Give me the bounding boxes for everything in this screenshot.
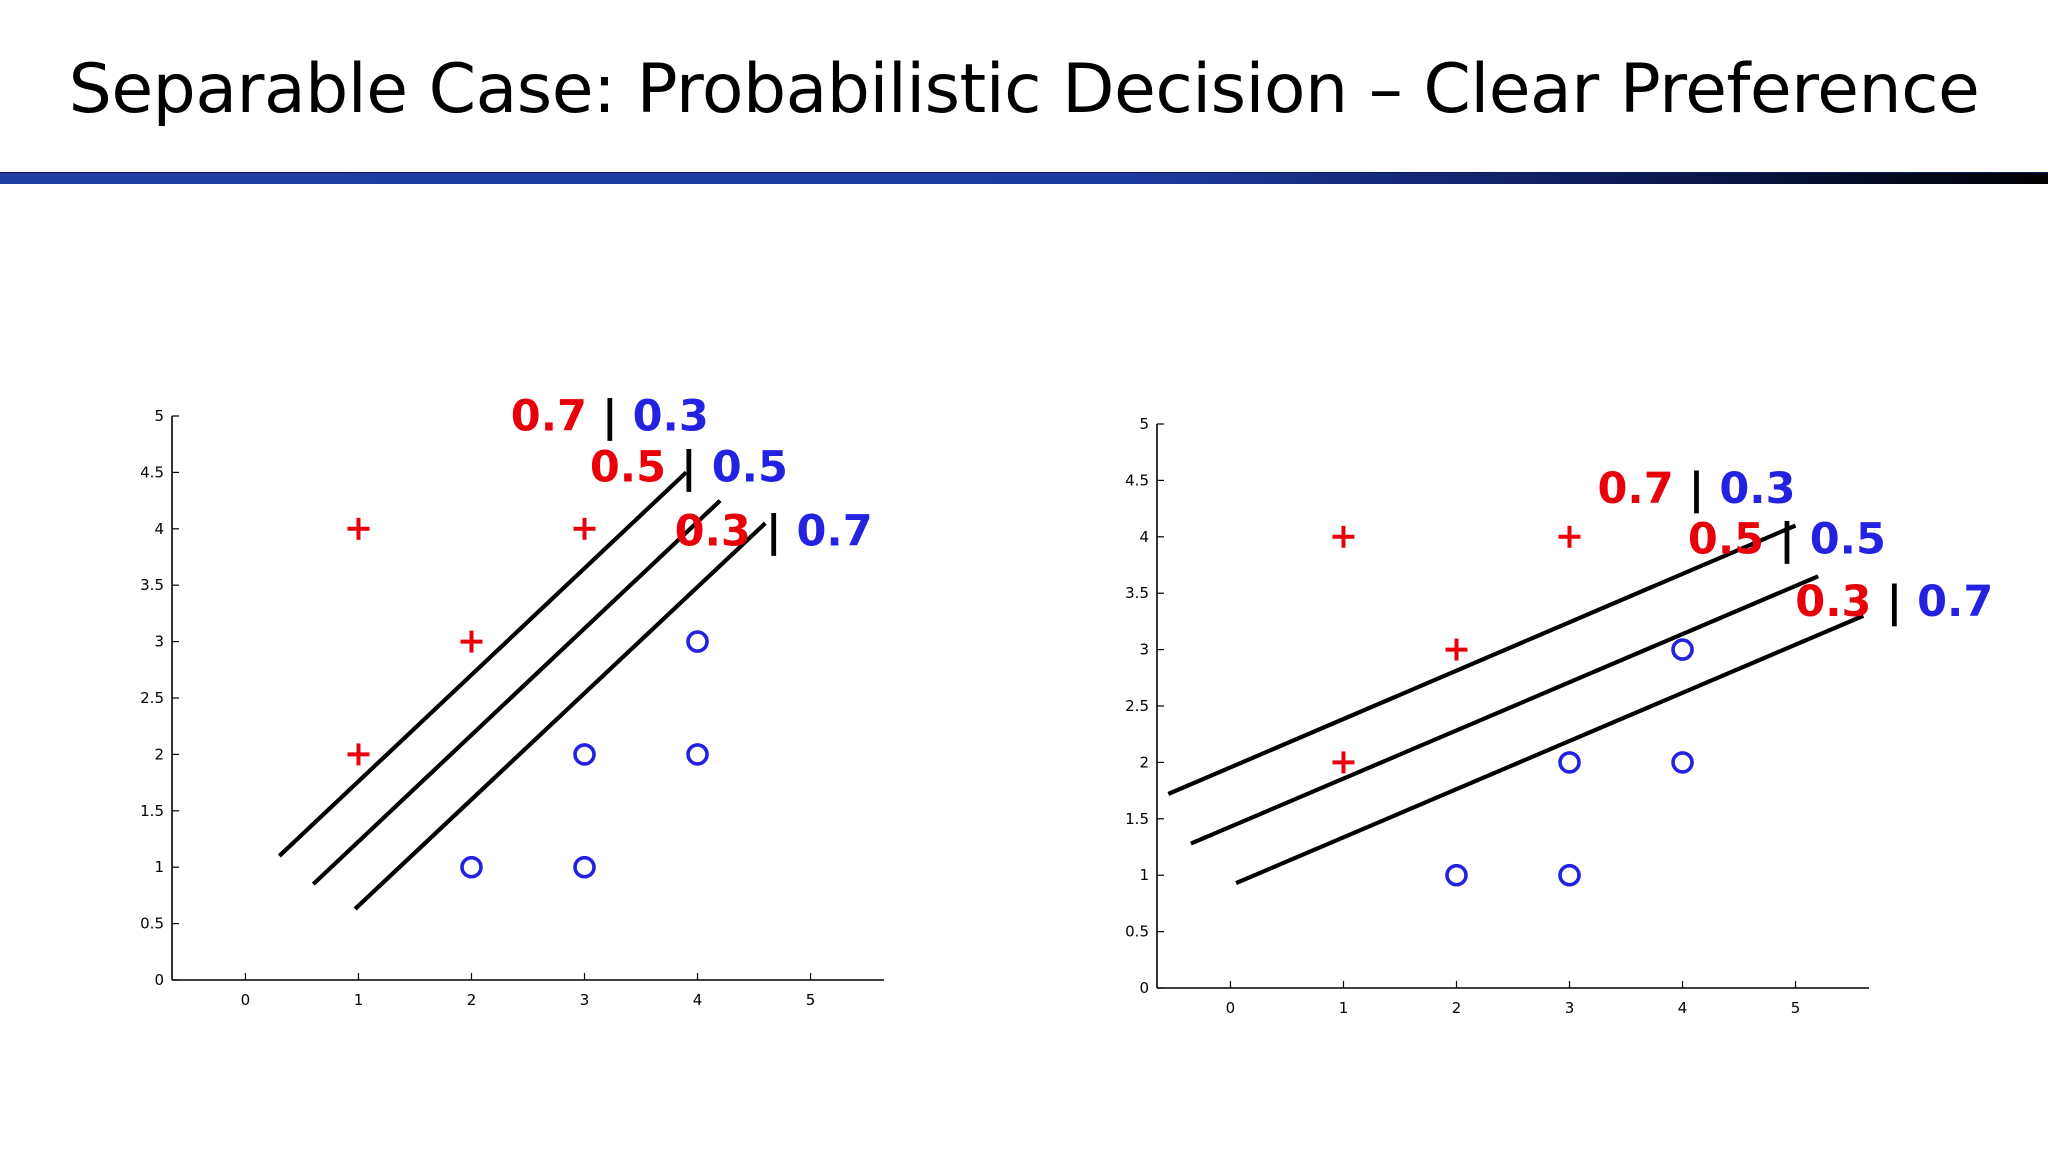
plus-marker: [1445, 638, 1468, 661]
x-tick-label: 2: [467, 991, 477, 1009]
decision-line: [1167, 523, 1797, 796]
prob-negative: 0.5: [697, 442, 788, 492]
y-tick-label: 1: [1139, 866, 1149, 884]
x-tick-label: 3: [1565, 999, 1575, 1017]
y-tick-label: 4: [154, 520, 164, 538]
x-tick-label: 4: [1678, 999, 1688, 1017]
prob-separator: |: [1674, 464, 1705, 514]
y-tick-label: 0.5: [140, 915, 164, 933]
y-tick-label: 2.5: [1125, 697, 1149, 715]
y-tick-label: 4.5: [1125, 471, 1149, 489]
probability-label: 0.5 | 0.5: [1688, 515, 1886, 565]
decision-line: [353, 521, 767, 911]
x-tick-label: 3: [580, 991, 590, 1009]
y-tick-label: 2.5: [140, 689, 164, 707]
x-tick-label: 5: [806, 991, 816, 1009]
circle-marker: [686, 743, 709, 766]
circle-marker: [460, 855, 483, 879]
prob-negative: 0.5: [1795, 515, 1886, 565]
plus-marker: [573, 517, 596, 540]
prob-separator: |: [1764, 515, 1795, 565]
y-tick-label: 3.5: [140, 576, 164, 594]
decision-line: [1190, 574, 1819, 846]
plus-marker: [460, 630, 483, 653]
x-tick-label: 0: [241, 991, 251, 1009]
prob-negative: 0.7: [1902, 577, 1993, 627]
y-tick-label: 4.5: [140, 463, 164, 481]
y-tick-label: 4: [1139, 528, 1149, 546]
prob-separator: |: [666, 442, 697, 492]
probability-label: 0.5 | 0.5: [590, 442, 788, 492]
prob-negative: 0.3: [1704, 464, 1795, 514]
y-tick-label: 3: [154, 633, 164, 651]
circle-marker: [1671, 751, 1694, 774]
prob-positive: 0.5: [1688, 515, 1764, 565]
probability-label: 0.7 | 0.3: [511, 392, 709, 442]
x-tick-label: 0: [1226, 999, 1236, 1017]
y-tick-label: 1.5: [1125, 810, 1149, 828]
circle-marker: [1558, 751, 1581, 774]
circle-marker: [573, 855, 596, 879]
y-tick-label: 5: [1139, 415, 1149, 433]
prob-negative: 0.3: [618, 392, 709, 442]
circle-marker: [686, 630, 709, 653]
y-tick-label: 3: [1139, 641, 1149, 659]
prob-positive: 0.5: [590, 442, 666, 492]
circle-marker: [573, 743, 596, 766]
y-tick-label: 1.5: [140, 802, 164, 820]
y-tick-label: 1: [154, 858, 164, 876]
plus-marker: [1332, 525, 1355, 548]
circle-marker: [1558, 863, 1581, 887]
decision-line: [1235, 613, 1865, 886]
y-tick-label: 2: [154, 745, 164, 763]
prob-positive: 0.3: [675, 507, 751, 557]
probability-label: 0.7 | 0.3: [1598, 464, 1796, 514]
plus-marker: [347, 517, 370, 540]
y-tick-label: 0.5: [1125, 923, 1149, 941]
slide-title: Separable Case: Probabilistic Decision –…: [68, 50, 1980, 129]
y-tick-label: 0: [154, 971, 164, 989]
prob-positive: 0.3: [1795, 577, 1871, 627]
prob-separator: |: [751, 507, 782, 557]
circle-marker: [1671, 638, 1694, 661]
y-tick-label: 3.5: [1125, 584, 1149, 602]
decision-line: [311, 499, 722, 886]
x-tick-label: 1: [1339, 999, 1349, 1017]
plus-marker: [1332, 751, 1355, 774]
plus-marker: [1558, 525, 1581, 548]
prob-positive: 0.7: [1598, 464, 1674, 514]
x-tick-label: 5: [1791, 999, 1801, 1017]
plus-marker: [347, 743, 370, 766]
y-tick-label: 5: [154, 407, 164, 425]
prob-positive: 0.7: [511, 392, 587, 442]
y-tick-label: 0: [1139, 979, 1149, 997]
title-rule: [0, 172, 2048, 184]
x-tick-label: 1: [354, 991, 364, 1009]
x-tick-label: 4: [693, 991, 703, 1009]
prob-separator: |: [587, 392, 618, 442]
prob-separator: |: [1871, 577, 1902, 627]
x-tick-label: 2: [1452, 999, 1462, 1017]
decision-line: [277, 470, 688, 858]
probability-label: 0.3 | 0.7: [1795, 577, 1993, 627]
prob-negative: 0.7: [782, 507, 873, 557]
y-tick-label: 2: [1139, 753, 1149, 771]
circle-marker: [1445, 863, 1468, 887]
probability-label: 0.3 | 0.7: [675, 507, 873, 557]
